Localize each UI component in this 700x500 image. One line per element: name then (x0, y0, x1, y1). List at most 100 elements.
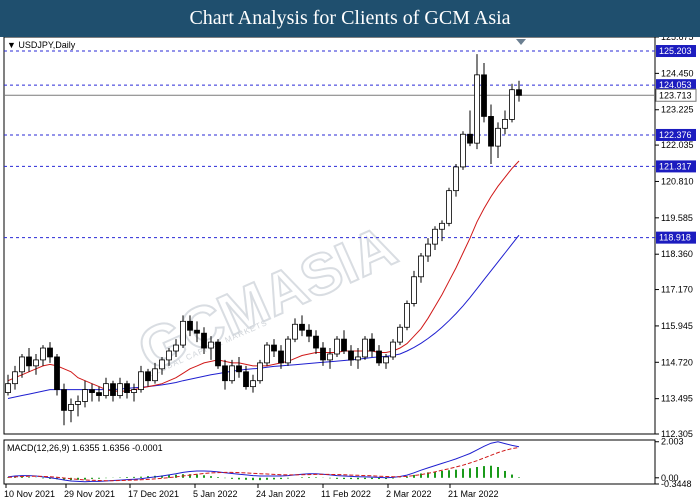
candle-body (474, 74, 480, 144)
candle-body (180, 320, 186, 346)
price-tick-label: 123.225 (661, 105, 694, 115)
candle-body (481, 74, 487, 117)
symbol-marker: ▼ (7, 40, 18, 50)
price-tick-label: 113.495 (661, 394, 693, 404)
candle-body (362, 338, 368, 358)
candle-body (369, 338, 375, 352)
time-tick-label: 17 Dec 2021 (128, 489, 179, 499)
candle-body (509, 89, 515, 120)
macd-panel: MACD(12,26,9) 1.6355 1.6356 -0.0001 2.003… (7, 437, 692, 489)
candle-body (355, 356, 361, 361)
level-label: 124.053 (659, 80, 692, 90)
level-badge (656, 128, 696, 141)
candle-body (47, 347, 53, 358)
candle-body (453, 166, 459, 192)
candle-body (12, 371, 18, 385)
level-label: 122.376 (659, 130, 692, 140)
candle-body (110, 383, 116, 396)
candle-body (131, 389, 137, 393)
candle-body (502, 118, 508, 129)
candle-body (75, 401, 81, 405)
candle-body (320, 347, 326, 361)
macd-main-line (7, 441, 520, 483)
candle-body (404, 303, 410, 328)
time-tick-label: 21 Mar 2022 (448, 489, 499, 499)
candle-body (467, 133, 473, 144)
candle-body (145, 371, 151, 382)
candle-body (390, 341, 396, 358)
candle-body (159, 359, 165, 370)
candle-body (26, 356, 32, 367)
candle-body (82, 389, 88, 402)
price-tick-label: 114.720 (661, 357, 693, 367)
time-tick-label: 2 Mar 2022 (386, 489, 432, 499)
macd-tick-label: -0.3448 (661, 479, 692, 489)
candle-body (222, 365, 228, 382)
page-title: Chart Analysis for Clients of GCM Asia (189, 7, 511, 29)
candle-body (306, 329, 312, 337)
candle-body (299, 323, 305, 331)
chart-shift-icon[interactable] (516, 39, 526, 45)
candle-body (152, 368, 158, 382)
support-resistance-levels: 125.203 124.053 122.376 121.317 118.918 123.7… (4, 45, 697, 244)
candle-body (376, 350, 382, 364)
candle-body (187, 320, 193, 331)
price-tick-label: 122.035 (661, 140, 694, 150)
candle-body (236, 365, 242, 373)
candle-body (215, 341, 221, 367)
candle-body (271, 344, 277, 352)
price-tick-label: 118.360 (661, 249, 693, 259)
level-badge (656, 231, 696, 244)
candle-body (5, 383, 11, 393)
time-tick-label: 29 Nov 2021 (64, 489, 115, 499)
candle-body (446, 190, 452, 224)
candle-body (138, 371, 144, 391)
macd-tick-label: 2.003 (661, 437, 684, 447)
candle-body (278, 350, 284, 364)
candlesticks (5, 54, 522, 426)
candle-body (488, 116, 494, 147)
candle-body (425, 243, 431, 257)
candle-body (334, 338, 340, 355)
macd-panel-frame (3, 439, 656, 485)
candle-body (257, 362, 263, 382)
candle-body (285, 338, 291, 364)
price-tick-label: 125.675 (661, 37, 694, 42)
candle-body (250, 380, 256, 388)
candle-body (516, 89, 522, 96)
candle-body (495, 127, 501, 147)
chart-frame (3, 37, 656, 485)
level-label: 121.317 (659, 161, 692, 171)
candle-body (194, 329, 200, 334)
candle-body (19, 356, 25, 373)
ma20-line (7, 160, 520, 392)
candle-body (89, 389, 95, 393)
symbol-text: USDJPY,Daily (18, 40, 75, 50)
time-tick-label: 10 Nov 2021 (4, 489, 55, 499)
time-tick-label: 11 Feb 2022 (321, 489, 371, 499)
candle-body (432, 228, 438, 245)
candle-body (418, 255, 424, 278)
price-tick-label: 115.945 (661, 321, 693, 331)
candle-body (397, 326, 403, 343)
candle-body (40, 347, 46, 361)
candle-body (173, 344, 179, 352)
candle-body (117, 383, 123, 396)
candle-body (124, 383, 130, 393)
price-tick-label: 112.305 (661, 429, 693, 439)
current-price-label: 123.713 (659, 90, 692, 100)
candle-body (439, 222, 445, 230)
level-badge (656, 79, 696, 92)
level-label: 125.203 (659, 46, 692, 56)
candle-body (54, 356, 60, 391)
candle-body (103, 383, 109, 396)
candle-body (460, 133, 466, 168)
current-price-badge (655, 88, 697, 102)
candle-body (208, 341, 214, 349)
macd-signal-line (7, 446, 520, 482)
candle-body (166, 350, 172, 361)
price-tick-label: 124.450 (661, 68, 694, 78)
candle-body (313, 335, 319, 349)
level-label: 118.918 (659, 233, 691, 243)
